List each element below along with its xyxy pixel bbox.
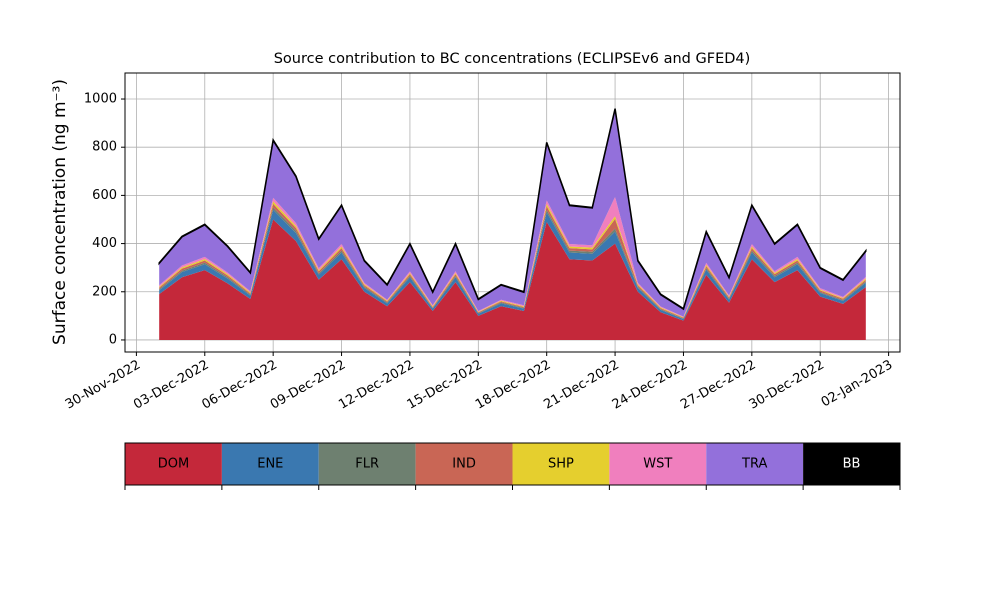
x-tick-label: 15-Dec-2022 bbox=[405, 358, 485, 413]
legend: DOM ENE FLR IND SHP WST TRA BB bbox=[124, 442, 901, 490]
x-tick-label: 02-Jan-2023 bbox=[819, 358, 896, 411]
legend-label: IND bbox=[452, 457, 476, 472]
legend-label: SHP bbox=[548, 457, 574, 472]
x-tick-label: 18-Dec-2022 bbox=[473, 358, 553, 413]
y-tick-label: 200 bbox=[92, 284, 117, 299]
x-tick-label: 09-Dec-2022 bbox=[268, 358, 348, 413]
legend-label: FLR bbox=[355, 457, 379, 472]
x-tick-label: 24-Dec-2022 bbox=[610, 358, 690, 413]
area-bb bbox=[158, 108, 867, 311]
legend-label: WST bbox=[643, 457, 672, 472]
y-tick-label: 0 bbox=[109, 332, 117, 347]
y-tick-label: 600 bbox=[92, 188, 117, 203]
x-tick-label: 30-Nov-2022 bbox=[63, 358, 143, 413]
area-tra bbox=[159, 109, 866, 317]
x-tick-label: 21-Dec-2022 bbox=[541, 358, 621, 413]
y-tick-label: 800 bbox=[92, 140, 117, 155]
x-tick-label: 30-Dec-2022 bbox=[747, 358, 827, 413]
legend-frame bbox=[124, 442, 901, 486]
plot-frame bbox=[124, 72, 901, 353]
legend-swatch bbox=[125, 443, 222, 485]
legend-swatch bbox=[415, 443, 513, 485]
legend-label: BB bbox=[843, 457, 861, 472]
area-dom bbox=[159, 219, 866, 340]
x-tick-label: 12-Dec-2022 bbox=[336, 358, 416, 413]
legend-label: TRA bbox=[741, 457, 767, 472]
x-tick-label: 03-Dec-2022 bbox=[131, 358, 211, 413]
legend-label: ENE bbox=[257, 457, 283, 472]
legend-label: DOM bbox=[158, 457, 189, 472]
legend-swatch bbox=[609, 443, 707, 485]
x-tick-label: 06-Dec-2022 bbox=[200, 358, 280, 413]
chart-title: Source contribution to BC concentrations… bbox=[274, 51, 751, 67]
y-tick-label: 400 bbox=[92, 236, 117, 251]
y-axis-label: Surface concentration (ng m⁻³) bbox=[50, 79, 70, 345]
legend-swatch bbox=[221, 443, 319, 485]
plot-area bbox=[124, 72, 901, 353]
y-tick-label: 1000 bbox=[84, 92, 117, 107]
legend-swatch bbox=[706, 443, 804, 485]
legend-swatch bbox=[318, 443, 416, 485]
x-tick-label: 27-Dec-2022 bbox=[678, 358, 758, 413]
legend-swatch bbox=[512, 443, 610, 485]
legend-swatch bbox=[803, 443, 900, 485]
